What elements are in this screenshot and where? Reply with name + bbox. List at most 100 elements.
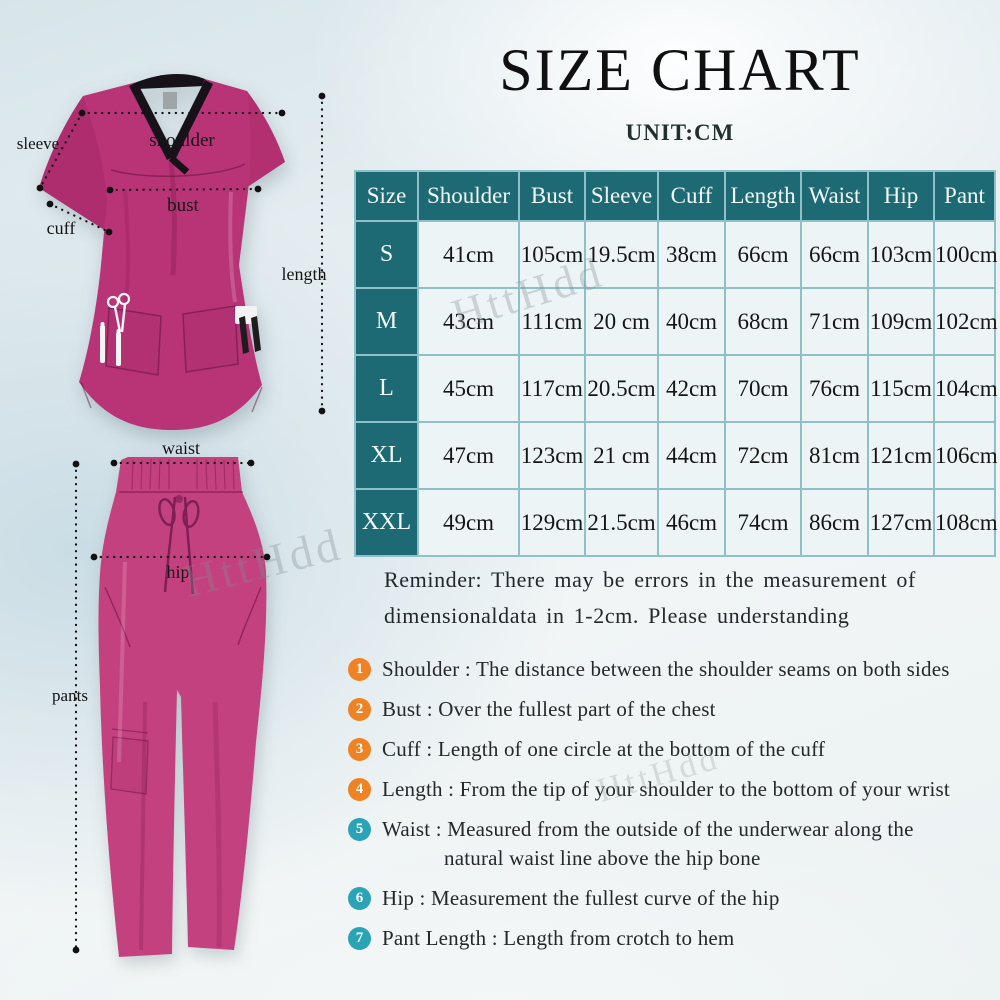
value-cell: 117cm xyxy=(518,354,586,423)
scrub-pants-image xyxy=(55,442,280,967)
size-chart-table: Size Shoulder Bust Sleeve Cuff Length Wa… xyxy=(354,170,998,557)
value-cell: 123cm xyxy=(518,421,586,490)
value-cell: 41cm xyxy=(417,220,520,289)
right-pocket xyxy=(182,305,239,373)
reminder-text: Reminder: There may be errors in the mea… xyxy=(384,562,984,633)
col-header-waist: Waist xyxy=(800,170,869,222)
col-header-shoulder: Shoulder xyxy=(417,170,520,222)
sleeve-line xyxy=(38,111,84,190)
waistband-ruffles xyxy=(131,458,235,491)
value-cell: 115cm xyxy=(867,354,935,423)
value-cell: 105cm xyxy=(518,220,586,289)
value-cell: 104cm xyxy=(933,354,998,423)
value-cell: 100cm xyxy=(933,220,998,289)
cargo-pocket xyxy=(110,728,149,795)
value-cell: 43cm xyxy=(417,287,520,356)
number-badge: 7 xyxy=(348,926,371,950)
value-cell: 121cm xyxy=(867,421,935,490)
note-bust: 2 Bust : Over the fullest part of the ch… xyxy=(348,695,996,724)
value-cell: 20.5cm xyxy=(584,354,659,423)
note-shoulder: 1 Shoulder : The distance between the sh… xyxy=(348,655,996,684)
size-label-cell: S xyxy=(354,220,419,289)
number-badge: 5 xyxy=(348,817,371,841)
neck-trim xyxy=(128,81,176,161)
value-cell: 86cm xyxy=(800,488,869,557)
scrub-top-body xyxy=(79,79,262,430)
value-cell: 49cm xyxy=(417,488,520,557)
col-header-hip: Hip xyxy=(867,170,935,222)
value-cell: 109cm xyxy=(867,287,935,356)
size-label-cell: XL xyxy=(354,421,419,490)
reminder-line-2: dimensionaldata in 1-2cm. Please underst… xyxy=(384,602,850,628)
col-header-length: Length xyxy=(724,170,802,222)
neck-trim xyxy=(166,79,214,161)
value-cell: 40cm xyxy=(657,287,726,356)
value-cell: 129cm xyxy=(518,488,586,557)
number-badge: 1 xyxy=(348,658,371,681)
number-badge: 4 xyxy=(348,777,371,801)
cuff-line xyxy=(48,202,111,234)
label-sleeve: sleeve xyxy=(16,134,60,153)
value-cell: 44cm xyxy=(657,421,726,490)
value-cell: 103cm xyxy=(867,220,935,289)
note-length: 4 Length : From the tip of your shoulder… xyxy=(348,775,996,804)
col-header-pant: Pant xyxy=(933,170,996,222)
label-bust: bust xyxy=(167,195,199,216)
col-header-bust: Bust xyxy=(518,170,586,222)
value-cell: 66cm xyxy=(724,220,802,289)
value-cell: 21.5cm xyxy=(584,488,659,557)
value-cell: 71cm xyxy=(800,287,869,356)
label-pants: pants xyxy=(52,686,88,705)
value-cell: 74cm xyxy=(724,488,802,557)
value-cell: 38cm xyxy=(657,220,726,289)
col-header-size: Size xyxy=(354,170,419,222)
col-header-sleeve: Sleeve xyxy=(584,170,659,222)
number-badge: 2 xyxy=(348,697,371,721)
page-title: SIZE CHART xyxy=(499,37,861,103)
value-cell: 42cm xyxy=(657,354,726,423)
pants-body xyxy=(98,457,267,957)
table-row-m: M 43cm 111cm 20 cm 40cm 68cm 71cm 109cm … xyxy=(354,287,998,356)
value-cell: 45cm xyxy=(417,354,520,423)
value-cell: 102cm xyxy=(933,287,998,356)
note-pant-length: 7 Pant Length : Length from crotch to he… xyxy=(348,924,996,953)
note-hip: 6 Hip : Measurement the fullest curve of… xyxy=(348,884,996,913)
table-row-l: L 45cm 117cm 20.5cm 42cm 70cm 76cm 115cm… xyxy=(354,354,998,423)
value-cell: 66cm xyxy=(800,220,869,289)
value-cell: 76cm xyxy=(800,354,869,423)
size-label-cell: M xyxy=(354,287,419,356)
value-cell: 68cm xyxy=(724,287,802,356)
value-cell: 108cm xyxy=(933,488,998,557)
value-cell: 70cm xyxy=(724,354,802,423)
note-waist: 5 Waist : Measured from the outside of t… xyxy=(348,815,996,873)
value-cell: 19.5cm xyxy=(584,220,659,289)
col-header-cuff: Cuff xyxy=(657,170,726,222)
value-cell: 21 cm xyxy=(584,421,659,490)
label-hip: hip xyxy=(166,562,190,582)
label-waist: waist xyxy=(162,438,200,458)
table-row-s: S 41cm 105cm 19.5cm 38cm 66cm 66cm 103cm… xyxy=(354,220,998,289)
label-cuff: cuff xyxy=(46,218,76,238)
reminder-line-1: Reminder: There may be errors in the mea… xyxy=(384,567,916,592)
measurement-notes-list: 1 Shoulder : The distance between the sh… xyxy=(348,655,996,964)
value-cell: 111cm xyxy=(518,287,586,356)
value-cell: 20 cm xyxy=(584,287,659,356)
label-shoulder: shoulder xyxy=(149,130,215,151)
size-label-cell: L xyxy=(354,354,419,423)
value-cell: 127cm xyxy=(867,488,935,557)
pen-icon xyxy=(100,322,121,366)
scrub-top-image xyxy=(25,70,315,442)
table-row-xxl: XXL 49cm 129cm 21.5cm 46cm 74cm 86cm 127… xyxy=(354,488,998,557)
table-header-row: Size Shoulder Bust Sleeve Cuff Length Wa… xyxy=(354,170,996,222)
value-cell: 81cm xyxy=(800,421,869,490)
number-badge: 6 xyxy=(348,886,371,910)
drawstring xyxy=(158,496,200,595)
unit-label: UNIT:CM xyxy=(625,120,735,145)
neck-tag xyxy=(163,92,177,109)
pen-icon xyxy=(239,316,261,354)
value-cell: 106cm xyxy=(933,421,998,490)
bust-line xyxy=(108,187,260,192)
value-cell: 47cm xyxy=(417,421,520,490)
